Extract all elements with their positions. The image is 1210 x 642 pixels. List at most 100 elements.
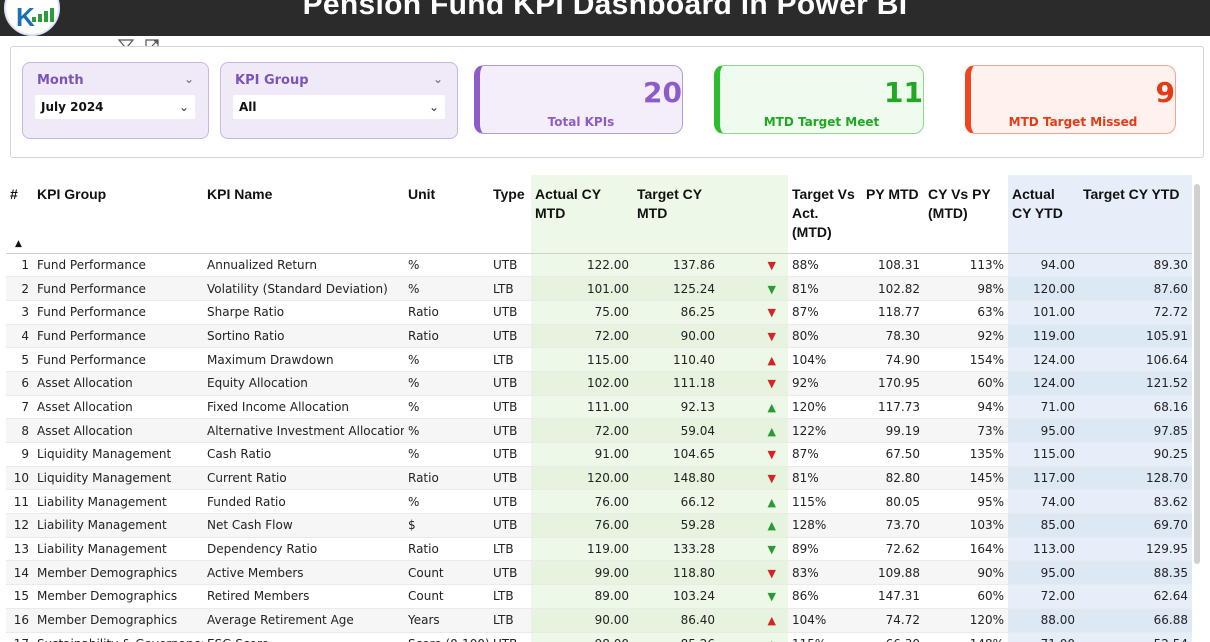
table-row[interactable]: 16 Member Demographics Average Retirement … [6,608,1192,633]
table-cell: 113% [924,253,1008,278]
kpi-group-slicer-label: KPI Group [235,73,309,88]
card-value: 20 [643,76,682,109]
column-header[interactable]: Target CY YTD [1079,175,1192,254]
table-cell: Fund Performance [33,347,203,372]
column-header[interactable]: Unit [404,175,489,254]
column-header[interactable]: Type [489,175,531,254]
target-vs-actual-cell: 86% [788,584,862,609]
triangle-down-icon: ▼ [767,590,776,604]
month-slicer[interactable]: Month ⌄ July 2024 ⌄ [22,62,209,139]
cell-value: 83% [792,565,819,580]
table-cell: 67.50 [862,442,924,467]
status-cell: ▼ [719,442,788,467]
chevron-down-icon[interactable]: ⌄ [432,72,443,86]
table-cell: 99.19 [862,418,924,443]
table-row[interactable]: 17Sustainability & GovernanceESG ScoreSc… [6,632,1192,642]
chevron-down-icon[interactable]: ⌄ [178,100,189,114]
table-cell: 121.52 [1079,371,1192,396]
column-header[interactable]: # [6,175,33,254]
triangle-down-icon: ▼ [767,566,776,580]
column-header[interactable]: Target CY MTD [633,175,719,254]
table-cell: 120.00 [531,466,633,491]
table-cell: 2 [6,276,33,301]
table-cell: 9 [6,442,33,467]
table-cell: Sustainability & Governance [33,632,203,642]
table-row[interactable]: 11 Liability Management Funded Ratio% UTB 76… [6,489,1192,515]
triangle-up-icon: ▲ [767,353,776,367]
table-cell: 170.95 [862,371,924,396]
table-cell: 117.73 [862,395,924,420]
column-header[interactable]: CY Vs PY (MTD) [924,175,1008,254]
table-cell: 4 [6,324,33,349]
cell-value: 128% [792,518,827,533]
table-row[interactable]: 4 Fund Performance Sortino Ratio Ratio UTB 72… [6,324,1192,349]
table-cell: 102.00 [531,371,633,396]
cell-value: 89% [792,542,819,557]
table-row[interactable]: 3 Fund Performance Sharpe Ratio Ratio UTB 75.… [6,300,1192,325]
table-cell: Annualized Return [203,253,404,278]
logo-icon: K [16,2,35,32]
table-row[interactable]: 10 Liquidity Management Current Ratio Ratio… [6,466,1192,491]
status-cell: ▲ [719,395,788,420]
table-row[interactable]: 2 Fund Performance Volatility (Standard De… [6,276,1192,301]
status-cell: ▼ [719,324,788,349]
table-cell: 101.00 [1008,300,1079,325]
target-vs-actual-cell: 115% [788,489,862,515]
mtd-target-meet-card: 11 MTD Target Meet [714,65,924,134]
status-cell: ▲ [719,489,788,515]
table-cell: 103.24 [633,584,719,609]
table-row[interactable]: 15 Member Demographics Retired Members Coun… [6,584,1192,609]
table-row[interactable]: 5 Fund Performance Maximum Drawdown% LTB 115… [6,347,1192,372]
column-header[interactable]: Actual CY YTD [1008,175,1079,254]
table-cell: Liquidity Management [33,466,203,491]
table-cell: 92% [924,324,1008,349]
table-cell: 147.31 [862,584,924,609]
table-cell: Ratio [404,537,489,562]
column-header[interactable]: Actual CY MTD [531,175,633,254]
kpi-table: ▲ # KPI Group KPI Name Unit Type Actual CY MT… [6,175,1204,642]
table-cell: Volatility (Standard Deviation) [203,276,404,301]
table-cell: UTB [489,253,531,278]
triangle-down-icon: ▼ [767,543,776,557]
chevron-down-icon[interactable]: ⌄ [183,72,194,86]
table-cell: 66.12 [633,489,719,515]
kpi-group-slicer-select[interactable]: All ⌄ [233,95,445,119]
table-cell: 98.00 [531,632,633,642]
table-cell: 62.64 [1079,584,1192,609]
column-header[interactable]: KPI Name [203,175,404,254]
month-slicer-select[interactable]: July 2024 ⌄ [35,95,195,119]
table-cell: 125.24 [633,276,719,301]
table-row[interactable]: 13 Liability Management Dependency Ratio Ra… [6,537,1192,562]
target-vs-actual-cell: 87% [788,300,862,325]
column-header[interactable] [719,175,788,254]
column-header[interactable]: PY MTD [862,175,924,254]
sort-ascending-icon[interactable]: ▲ [15,239,22,249]
table-cell: 87.60 [1079,276,1192,301]
table-row[interactable]: 12 Liability Management Net Cash Flow $ UTB 7… [6,513,1192,538]
table-cell: 63% [924,300,1008,325]
table-cell: 85.26 [633,632,719,642]
status-cell: ▼ [719,253,788,278]
table-cell: 99.00 [531,560,633,586]
table-row[interactable]: 9 Liquidity Management Cash Ratio% UTB 91.00… [6,442,1192,467]
table-cell: 76.00 [531,513,633,538]
table-row[interactable]: 8 Asset Allocation Alternative Investment … [6,418,1192,443]
table-row[interactable]: 1 Fund Performance Annualized Return% UTB 12… [6,253,1192,278]
table-cell: Liquidity Management [33,442,203,467]
table-cell: Retired Members [203,584,404,609]
table-cell: 75.00 [531,300,633,325]
kpi-group-slicer[interactable]: KPI Group ⌄ All ⌄ [220,62,458,139]
table-row[interactable]: 7 Asset Allocation Fixed Income Allocation… [6,395,1192,420]
table-row[interactable]: 6 Asset Allocation Equity Allocation% UTB 10… [6,371,1192,396]
table-cell: 85.00 [1008,513,1079,538]
table-cell: UTB [489,489,531,515]
vertical-scrollbar[interactable] [1194,184,1200,564]
table-cell: UTB [489,560,531,586]
table-row[interactable]: 14 Member Demographics Active Members Count… [6,560,1192,586]
table-cell: 117.00 [1008,466,1079,491]
table-cell: 5 [6,347,33,372]
column-header[interactable]: KPI Group [33,175,203,254]
column-header[interactable]: Target Vs Act. (MTD) [788,175,862,254]
chevron-down-icon[interactable]: ⌄ [428,100,439,114]
table-cell: 95.00 [1008,418,1079,443]
